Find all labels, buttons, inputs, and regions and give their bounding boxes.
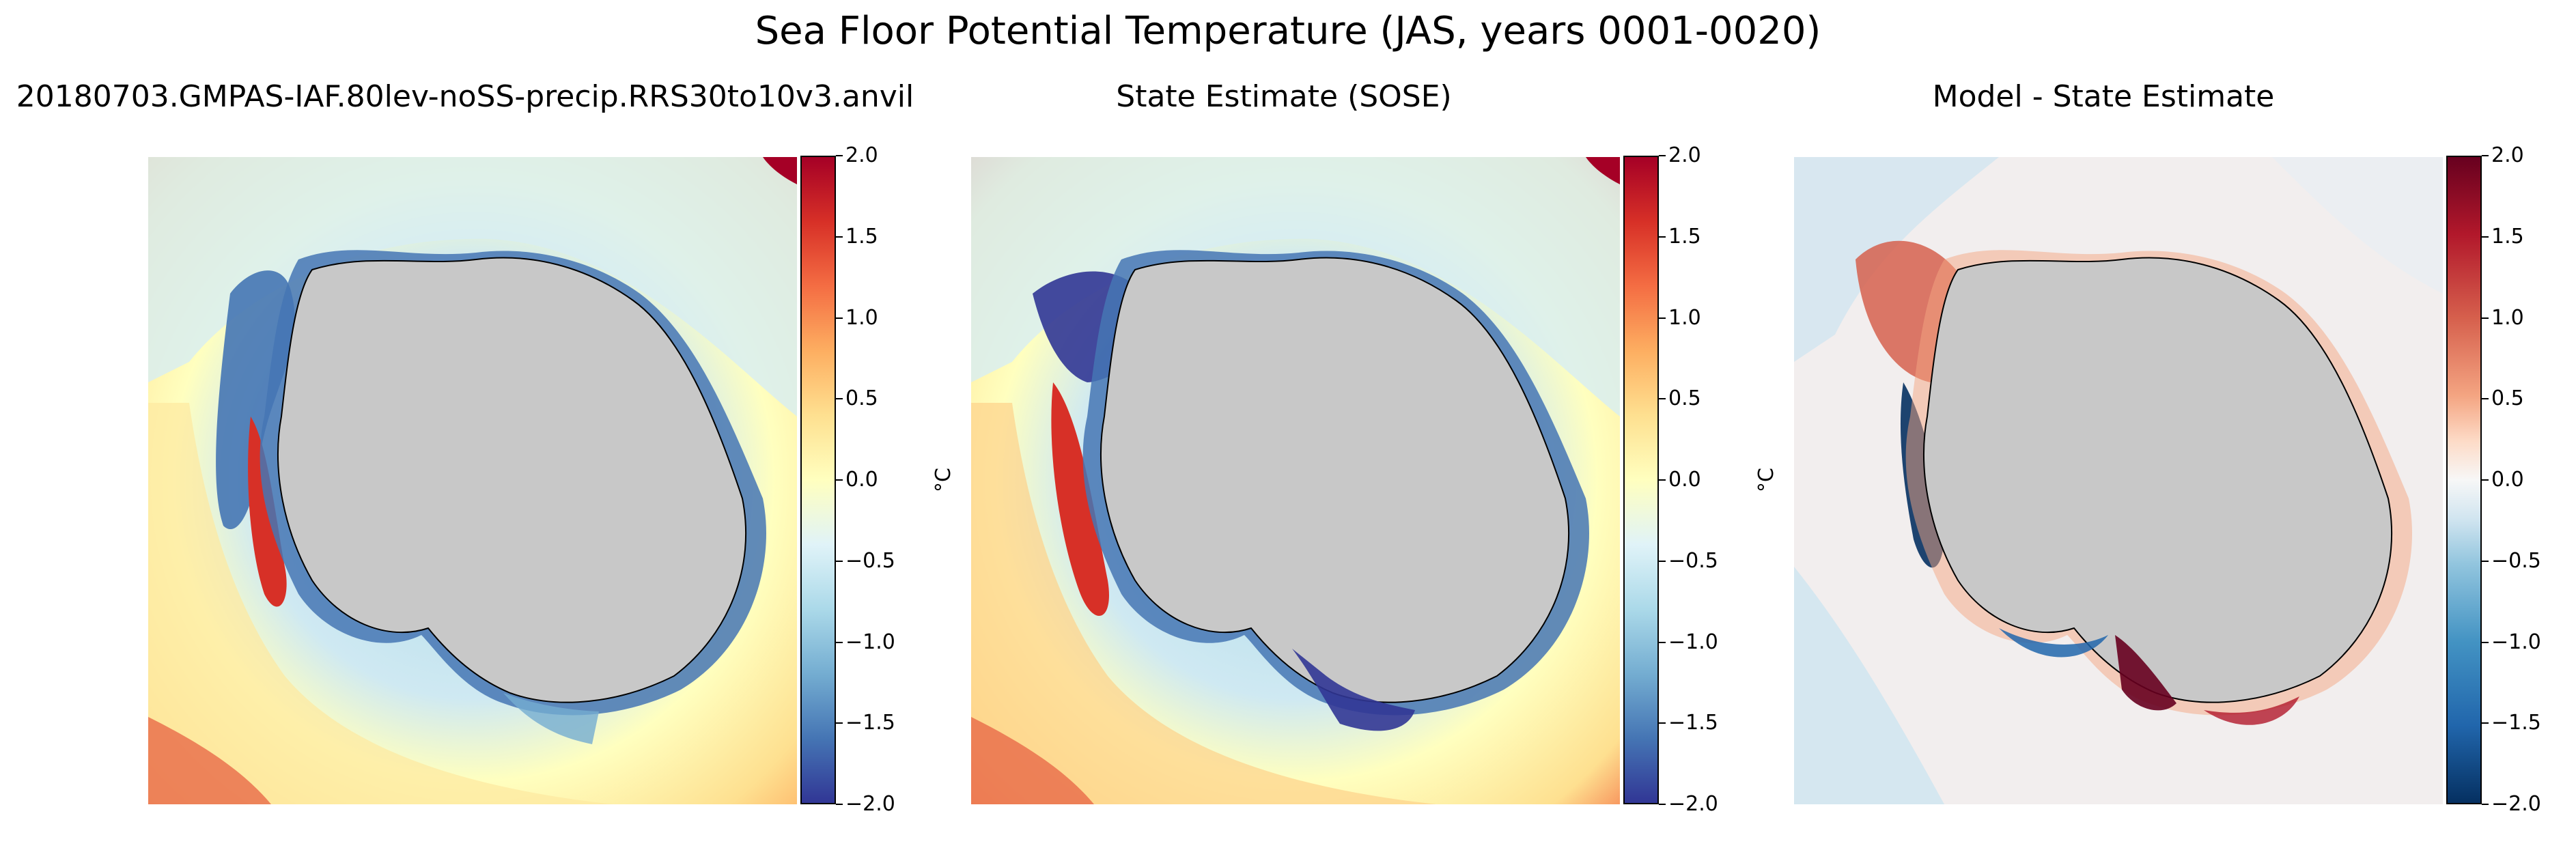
colorbar-tick-label: −2.0 [2491,792,2541,816]
colorbar-tick-label: 1.5 [1668,224,1701,249]
colorbar-tick-label: 2.0 [2491,143,2524,167]
model-temperature-map [148,157,797,804]
colorbar-tick-mark [1659,155,1666,156]
colorbar-tick-label: 0.0 [845,468,878,492]
colorbar-tick-mark [836,236,843,238]
colorbar-tick-label: −1.0 [2491,630,2541,654]
colorbar-tick-mark [1659,236,1666,238]
difference-temperature-map [1794,157,2443,804]
colorbar-tick-label: 1.5 [845,224,878,249]
sose-temperature-map [971,157,1620,804]
colorbar-tick-mark [1659,641,1666,643]
colorbar-tick-label: −1.0 [845,630,895,654]
colorbar-tick-label: 2.0 [845,143,878,167]
colorbar-tick-mark [1659,804,1666,805]
colorbar-tick-label: 0.5 [2491,386,2524,411]
panel-title-difference: Model - State Estimate [1932,79,2275,114]
colorbar-tick-mark [1659,560,1666,562]
colorbar-tick-label: 1.0 [1668,305,1701,330]
colorbar-tick-mark [836,560,843,562]
panel-title-model: 20180703.GMPAS-IAF.80lev-noSS-precip.RRS… [16,79,914,114]
colorbar-model [800,156,836,804]
colorbar-tick-label: −1.5 [845,711,895,735]
colorbar-tick-mark [2482,804,2489,805]
colorbar-tick-mark [2482,398,2489,400]
colorbar-tick-label: 0.5 [845,386,878,411]
colorbar-difference [2446,156,2482,804]
colorbar-tick-label: −0.5 [2491,548,2541,573]
colorbar-tick-label: −2.0 [845,792,895,816]
colorbar-tick-mark [1659,317,1666,319]
colorbar-tick-mark [836,804,843,805]
colorbar-tick-mark [2482,560,2489,562]
colorbar-tick-label: −0.5 [1668,548,1718,573]
colorbar-tick-mark [2482,155,2489,156]
colorbar-tick-mark [2482,479,2489,481]
colorbar-tick-mark [2482,317,2489,319]
colorbar-tick-mark [1659,479,1666,481]
colorbar-tick-label: 1.5 [2491,224,2524,249]
colorbar-tick-mark [836,155,843,156]
colorbar-tick-label: −2.0 [1668,792,1718,816]
colorbar-tick-mark [836,479,843,481]
colorbar-tick-mark [836,317,843,319]
colorbar-tick-mark [1659,398,1666,400]
colorbar-tick-mark [2482,236,2489,238]
colorbar-tick-label: −1.5 [1668,711,1718,735]
colorbar-tick-mark [2482,641,2489,643]
colorbar-tick-label: 1.0 [2491,305,2524,330]
colorbar-sose [1623,156,1659,804]
colorbar-tick-mark [836,722,843,724]
colorbar-unit-label: °C [931,468,955,492]
colorbar-tick-label: 1.0 [845,305,878,330]
colorbar-tick-mark [2482,722,2489,724]
colorbar-tick-mark [1659,722,1666,724]
colorbar-unit-label: °C [1754,468,1778,492]
panel-title-sose: State Estimate (SOSE) [1116,79,1452,114]
figure-title: Sea Floor Potential Temperature (JAS, ye… [755,9,1821,53]
colorbar-tick-mark [836,398,843,400]
colorbar-tick-label: −0.5 [845,548,895,573]
colorbar-tick-label: 0.5 [1668,386,1701,411]
colorbar-tick-label: −1.5 [2491,711,2541,735]
colorbar-tick-label: 0.0 [1668,468,1701,492]
colorbar-tick-label: 2.0 [1668,143,1701,167]
colorbar-tick-label: −1.0 [1668,630,1718,654]
colorbar-tick-label: 0.0 [2491,468,2524,492]
colorbar-tick-mark [836,641,843,643]
